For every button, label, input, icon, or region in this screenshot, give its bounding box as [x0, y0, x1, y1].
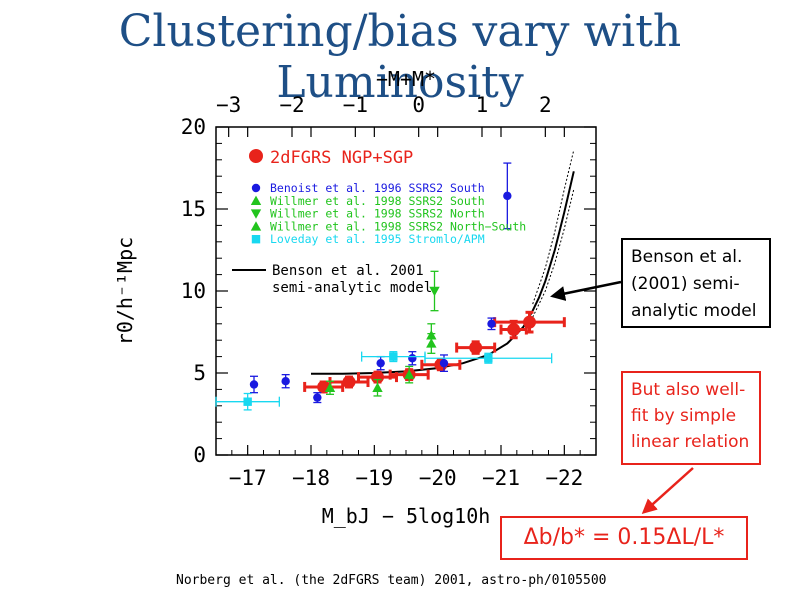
top-tick-label: 2	[539, 93, 552, 117]
x-tick-label: −17	[229, 466, 267, 490]
legend-label: Willmer et al. 1998 SSRS2 South	[270, 194, 485, 208]
top-tick-label: −2	[279, 93, 304, 117]
top-axis-label: −M+M*	[376, 67, 436, 91]
data-point	[507, 323, 521, 337]
x-tick-label: −22	[545, 466, 583, 490]
data-point	[523, 315, 536, 329]
legend-marker-2dfgrs	[249, 149, 263, 163]
data-point	[324, 382, 336, 392]
benson-model-callout: Benson et al. (2001) semi-analytic model	[621, 238, 771, 328]
data-point	[249, 380, 259, 389]
y-axis-label: r0/h⁻¹Mpc	[113, 237, 137, 345]
legend-model-label: Benson et al. 2001	[272, 263, 424, 279]
y-tick-label: 20	[181, 115, 206, 139]
data-point	[243, 397, 252, 406]
benson-arrow	[550, 280, 622, 301]
data-point	[429, 286, 440, 297]
data-point	[342, 375, 356, 389]
model-curve-upper	[532, 149, 575, 305]
slide-title: Clustering/bias vary with Luminosity	[118, 6, 682, 108]
data-point	[250, 195, 262, 205]
model-curve	[311, 171, 575, 375]
data-point	[371, 370, 384, 384]
bias-formula-box: Δb/b* = 0.15ΔL/L*	[500, 516, 748, 560]
data-point	[251, 235, 261, 244]
y-tick-label: 5	[193, 361, 206, 385]
linear-relation-callout: But also well-fit by simple linear relat…	[621, 371, 761, 465]
legend-label-2dfgrs: 2dFGRS NGP+SGP	[270, 148, 413, 168]
legend-label: Benoist et al. 1996 SSRS2 South	[270, 181, 485, 195]
data-point	[372, 382, 383, 392]
top-tick-label: −3	[216, 93, 241, 117]
y-tick-label: 0	[193, 443, 206, 467]
data-point	[281, 377, 290, 386]
y-tick-label: 15	[181, 197, 206, 221]
citation-text: Norberg et al. (the 2dFGRS team) 2001, a…	[176, 573, 607, 588]
legend-label: Loveday et al. 1995 Stromlo/APM	[270, 232, 485, 246]
data-point	[250, 221, 262, 231]
data-point	[408, 354, 417, 363]
data-point	[484, 354, 493, 363]
data-point	[487, 319, 496, 328]
formula-arrow	[641, 467, 694, 515]
top-tick-label: 1	[476, 93, 489, 117]
legend-label: Willmer et al. 1998 SSRS2 North−South	[270, 219, 526, 233]
top-tick-label: 0	[412, 93, 425, 117]
data-point	[250, 209, 262, 219]
data-point	[426, 338, 437, 348]
legend-model-label: semi-analytic model	[272, 280, 432, 296]
data-point	[403, 369, 415, 379]
x-tick-label: −20	[419, 466, 457, 490]
x-tick-label: −21	[482, 466, 520, 490]
data-point	[389, 352, 398, 361]
data-point	[376, 358, 385, 368]
x-tick-label: −18	[292, 466, 330, 490]
y-tick-label: 10	[181, 279, 206, 303]
data-point	[503, 191, 512, 201]
data-point	[469, 341, 483, 355]
x-tick-label: −19	[355, 466, 393, 490]
legend-label: Willmer et al. 1998 SSRS2 North	[270, 207, 485, 221]
x-axis-label: M_bJ − 5log10h	[322, 504, 491, 528]
top-tick-label: −1	[343, 93, 368, 117]
data-point	[439, 358, 449, 368]
data-point	[313, 393, 322, 402]
data-point	[251, 183, 261, 193]
